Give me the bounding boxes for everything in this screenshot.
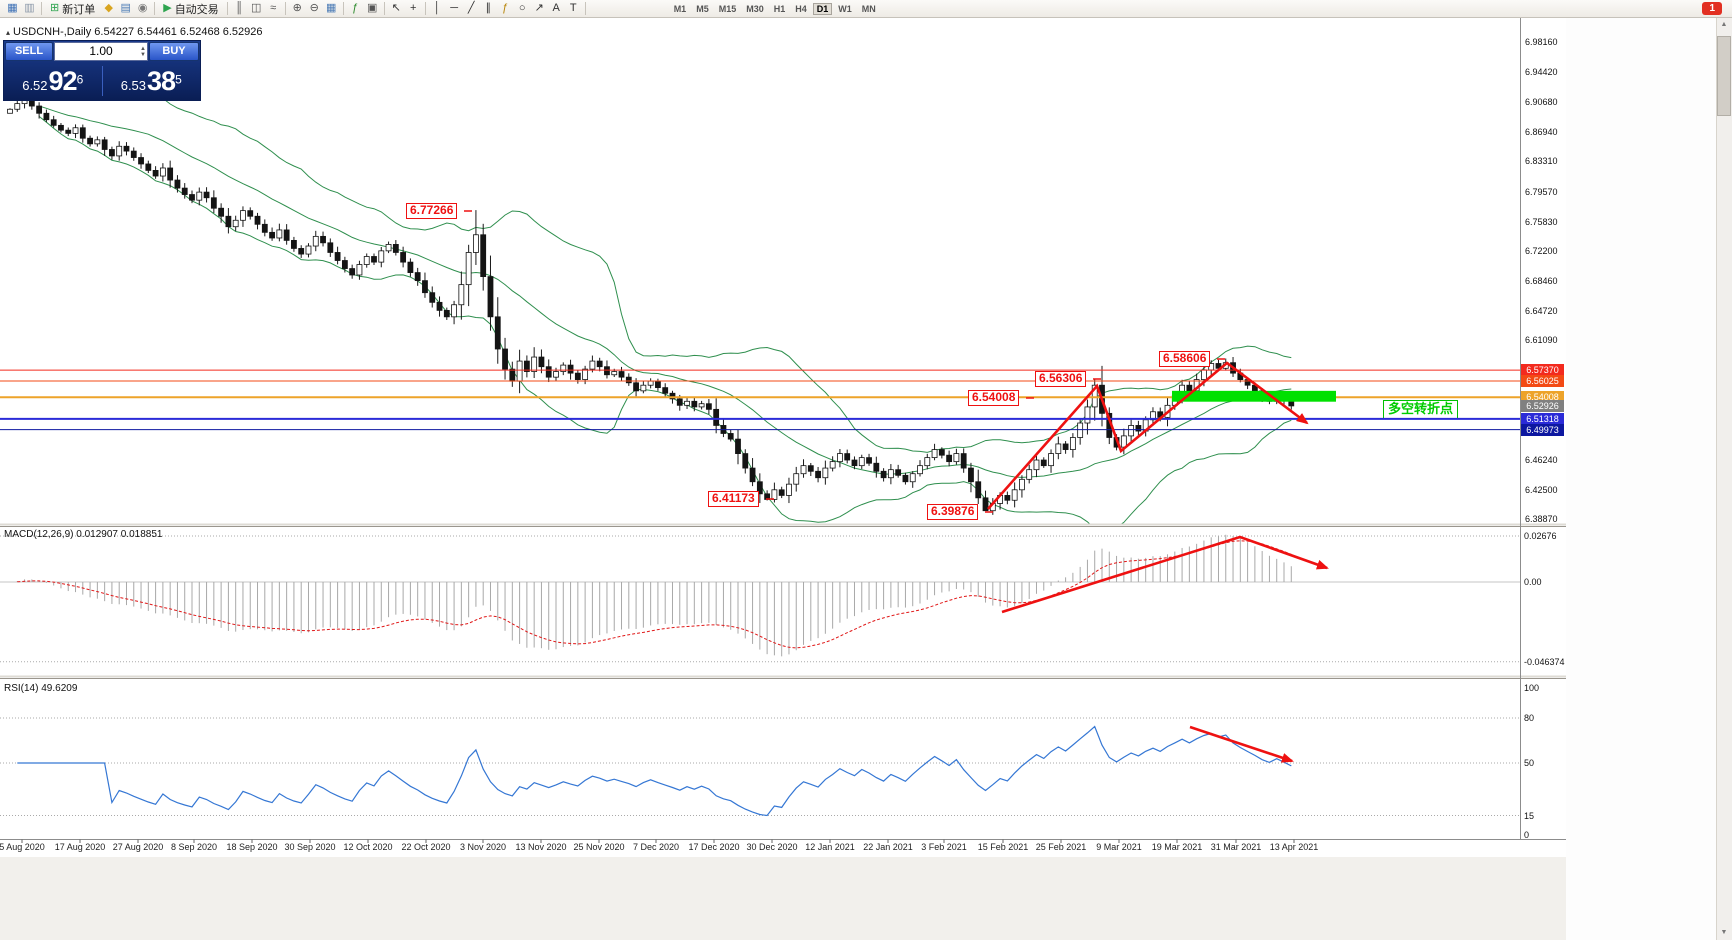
tile-windows-icon[interactable]: ▦ (325, 2, 337, 14)
trade-panel-buttons-row: SELL 1.00 ▲ ▼ BUY (4, 41, 200, 62)
vertical-scrollbar[interactable] (1716, 18, 1732, 940)
candlestick-chart-icon[interactable]: ◫ (250, 2, 262, 14)
toolbar-separator (284, 2, 286, 15)
sell-price[interactable]: 6.52926 (22, 65, 84, 96)
timeframe-h1[interactable]: H1 (773, 3, 786, 14)
notification-badge[interactable]: 1 (1702, 2, 1722, 15)
buy-price[interactable]: 6.53385 (120, 65, 182, 96)
toolbar-separator (424, 2, 426, 15)
profiles-icon[interactable]: ▥ (24, 2, 35, 14)
new-order-button-label: 新订单 (62, 3, 96, 16)
data-window-icon[interactable]: ▤ (120, 2, 131, 14)
market-watch-icon[interactable]: ◆ (104, 2, 113, 14)
bar-chart-icon[interactable]: ║ (235, 2, 244, 14)
auto-trading-button-label: 自动交易 (174, 3, 219, 16)
toolbar-separator (383, 2, 385, 15)
zoom-out-icon[interactable]: ⊖ (309, 2, 319, 14)
timeframe-m15[interactable]: M15 (718, 3, 737, 14)
price-divider (101, 66, 103, 96)
volume-down-icon[interactable]: ▼ (140, 51, 146, 58)
toolbar-separator (154, 2, 156, 15)
volume-spinner[interactable]: ▲ ▼ (140, 43, 146, 60)
indicators-icon[interactable]: ƒ (352, 2, 359, 14)
toolbar-separator (342, 2, 344, 15)
new-chart-icon[interactable]: ▦ (7, 2, 18, 14)
one-click-trade-panel: SELL 1.00 ▲ ▼ BUY 6.52926 6.53385 (3, 40, 201, 101)
chart-title-text: USDCNH-,Daily 6.54227 6.54461 6.52468 6.… (13, 26, 263, 38)
volume-value: 1.00 (89, 44, 113, 58)
timeframe-m30[interactable]: M30 (746, 3, 764, 14)
buy-button[interactable]: BUY (149, 42, 199, 61)
workspace-empty-area (1566, 18, 1716, 940)
rsi-indicator-label: RSI(14) 49.6209 (4, 683, 78, 694)
macd-indicator-label: MACD(12,26,9) 0.012907 0.018851 (4, 529, 163, 540)
new-order-button[interactable]: ⊞ 新订单 (50, 2, 96, 16)
templates-icon[interactable]: ▣ (366, 2, 378, 14)
chart-title: ▴ USDCNH-,Daily 6.54227 6.54461 6.52468 6… (6, 26, 263, 38)
one-click-collapse-icon[interactable]: ▴ (6, 28, 11, 37)
chart-canvas[interactable] (0, 0, 1566, 940)
label-icon[interactable]: T (569, 2, 577, 14)
volume-up-icon[interactable]: ▲ (140, 45, 146, 52)
timeframe-d1[interactable]: D1 (812, 2, 833, 15)
timeframe-toolbar: M1 M5 M15 M30 H1 H4 D1 W1 MN (669, 2, 881, 15)
fibonacci-icon[interactable]: ƒ (502, 2, 509, 14)
scroll-down-icon[interactable]: ▼ (1720, 929, 1728, 936)
main-toolbar: ▦ ▥ ⊞ 新订单 ◆ ▤ ◉ ▶ 自动交易 ║ ◫ ≈ ⊕ ⊖ ▦ ƒ ▣ ↖ + │ ─ ╱ ∥ ƒ ○ ↗ A T M1 M5 M15… (0, 0, 1732, 18)
toolbar-separator (226, 2, 228, 15)
arrows-icon[interactable]: ↗ (534, 2, 544, 14)
timeframe-w1[interactable]: W1 (838, 3, 852, 14)
scrollbar-thumb[interactable] (1717, 36, 1731, 116)
timeframe-m1[interactable]: M1 (673, 3, 687, 14)
bottom-empty-area (0, 857, 1566, 940)
navigator-icon[interactable]: ◉ (137, 2, 148, 14)
timeframe-m5[interactable]: M5 (696, 3, 709, 14)
sell-button[interactable]: SELL (5, 42, 53, 61)
shapes-icon[interactable]: ○ (518, 2, 526, 14)
horizontal-line-icon[interactable]: ─ (450, 2, 459, 14)
trendline-icon[interactable]: ╱ (467, 2, 475, 14)
vertical-line-icon[interactable]: │ (433, 2, 441, 14)
timeframe-mn[interactable]: MN (861, 3, 876, 14)
text-icon[interactable]: A (552, 2, 560, 14)
toolbar-separator (584, 2, 586, 15)
toolbar-separator (41, 2, 42, 15)
crosshair-icon[interactable]: + (409, 2, 417, 14)
cursor-icon[interactable]: ↖ (391, 2, 401, 14)
auto-trading-button[interactable]: ▶ 自动交易 (163, 2, 219, 16)
scroll-up-icon[interactable]: ▲ (1720, 21, 1728, 28)
zoom-in-icon[interactable]: ⊕ (292, 2, 302, 14)
timeframe-h4[interactable]: H4 (795, 3, 807, 14)
line-chart-icon[interactable]: ≈ (270, 2, 277, 14)
trade-panel-prices-row: 6.52926 6.53385 (4, 62, 200, 100)
volume-input[interactable]: 1.00 ▲ ▼ (54, 42, 148, 61)
channel-icon[interactable]: ∥ (485, 2, 491, 14)
